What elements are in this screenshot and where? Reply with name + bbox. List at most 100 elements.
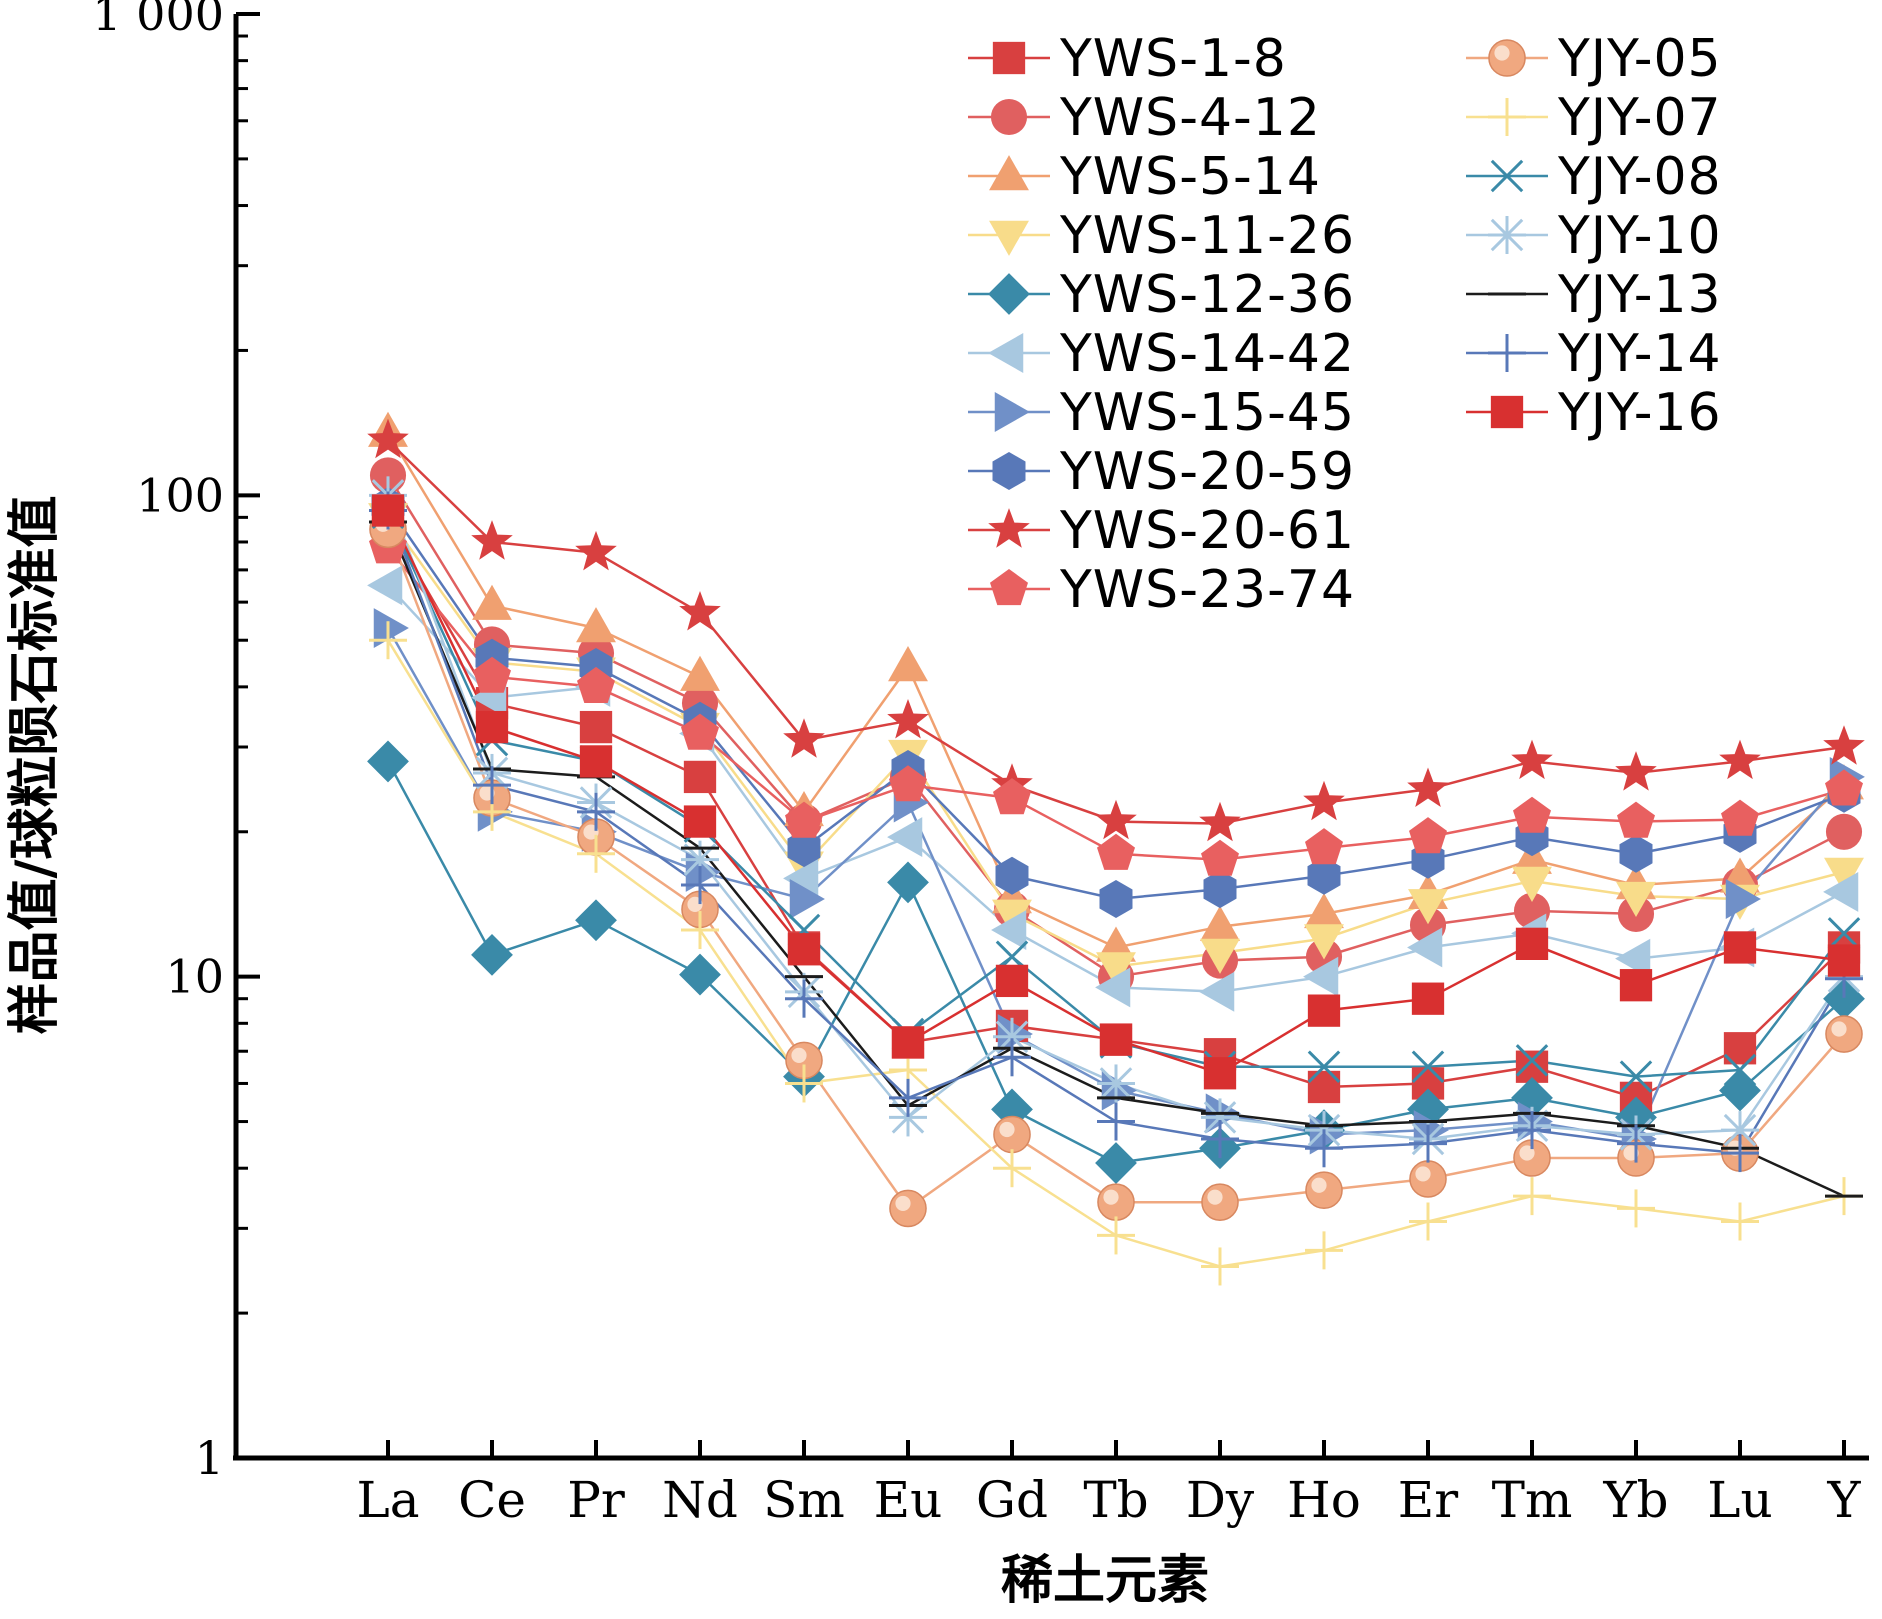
data-point [1101, 1070, 1137, 1111]
data-point [1097, 1183, 1135, 1221]
legend-label: YJY-13 [1557, 265, 1722, 325]
x-tick-label: Yb [1602, 1471, 1668, 1529]
legend-marker [992, 452, 1026, 490]
data-point [367, 740, 409, 783]
legend-label: YWS-20-59 [1059, 442, 1355, 502]
data-point [1409, 1160, 1447, 1198]
data-point [1305, 828, 1343, 865]
data-point [1097, 833, 1135, 870]
legend-marker [992, 41, 1026, 75]
legend-item: YJY-10 [1466, 206, 1721, 266]
y-axis-title: 样品值/球粒陨石标准值 [5, 496, 65, 1035]
data-point [1409, 817, 1447, 854]
data-point [889, 1078, 927, 1117]
legend-label: YJY-05 [1557, 29, 1722, 89]
data-point [473, 656, 511, 693]
data-point [1721, 1134, 1759, 1173]
data-point [783, 858, 819, 899]
x-tick-label: Pr [567, 1471, 625, 1529]
x-tick-label: Er [1398, 1471, 1458, 1529]
data-point [1099, 1023, 1133, 1056]
data-point [371, 494, 405, 527]
legend-item: YJY-13 [1466, 265, 1722, 325]
data-point [1617, 801, 1655, 838]
data-point [787, 933, 821, 966]
legend-item: YWS-1-8 [968, 29, 1286, 89]
legend-marker [1488, 334, 1526, 372]
data-point [471, 520, 513, 560]
data-point [683, 760, 717, 794]
data-point [991, 1088, 1033, 1131]
data-point [1200, 938, 1240, 974]
legend-item: YWS-20-61 [968, 501, 1355, 561]
data-point [579, 745, 613, 778]
data-point [1721, 1111, 1759, 1150]
legend-marker [1490, 159, 1524, 193]
data-point [1305, 1231, 1343, 1270]
legend-label: YWS-14-42 [1059, 324, 1355, 384]
data-point [889, 1189, 927, 1228]
legend-label: YWS-5-14 [1059, 147, 1321, 207]
legend-marker [989, 220, 1029, 256]
data-point [1199, 801, 1241, 842]
legend-marker [1488, 39, 1526, 77]
data-point [1615, 938, 1651, 979]
data-point [679, 591, 721, 631]
data-point [1825, 1015, 1863, 1053]
data-point [1513, 1139, 1551, 1177]
data-point [1823, 725, 1865, 765]
legend-marker [1488, 216, 1526, 254]
data-point [993, 1149, 1031, 1188]
legend-marker [990, 98, 1028, 136]
series-markers-yjy-07 [369, 621, 1863, 1286]
data-point [577, 666, 615, 703]
legend-marker [988, 273, 1030, 315]
legend-item: YWS-12-36 [968, 265, 1354, 325]
data-point [1619, 834, 1653, 873]
data-point [1304, 893, 1344, 929]
data-point [1407, 927, 1443, 968]
x-tick-label: Y [1826, 1471, 1861, 1529]
data-point [471, 933, 513, 976]
data-point [1725, 879, 1761, 919]
legend-label: YWS-15-45 [1059, 383, 1355, 443]
axes [233, 14, 1869, 1461]
data-point [1411, 1050, 1445, 1083]
data-point [1617, 1124, 1655, 1163]
data-point [991, 910, 1027, 950]
data-point [1619, 969, 1653, 1002]
legend-item: YWS-5-14 [968, 147, 1321, 207]
series-markers-yjy-05 [369, 510, 1863, 1228]
legend-label: YJY-08 [1557, 147, 1722, 207]
data-point [575, 530, 617, 571]
data-point [1409, 1202, 1447, 1241]
data-point [1305, 1129, 1343, 1168]
series-markers-yws-20-61 [367, 418, 1865, 842]
data-point [1617, 1189, 1655, 1228]
data-point [1408, 889, 1448, 925]
data-point [683, 805, 717, 838]
data-point [1407, 767, 1449, 807]
data-point [1095, 1142, 1137, 1184]
x-tick-label: Ho [1287, 1471, 1361, 1529]
data-point [787, 829, 821, 868]
data-point [1512, 866, 1552, 902]
x-tick-label: Gd [976, 1471, 1048, 1529]
data-point [1513, 1177, 1551, 1216]
data-point [993, 1038, 1031, 1077]
data-point [1723, 931, 1757, 964]
legend-label: YWS-20-61 [1059, 501, 1355, 561]
data-point [577, 792, 615, 831]
data-point [1825, 769, 1863, 806]
data-point [576, 607, 616, 643]
data-point [1719, 1069, 1761, 1112]
data-point [1827, 944, 1861, 977]
data-point [789, 879, 825, 919]
data-point [993, 1115, 1031, 1154]
legend-item: YJY-14 [1466, 324, 1721, 384]
data-point [1303, 780, 1345, 821]
legend: YWS-1-8YWS-4-12YWS-5-14YWS-11-26YWS-12-3… [968, 29, 1722, 620]
data-point [785, 979, 823, 1018]
data-point [1201, 1119, 1239, 1158]
data-point [680, 655, 720, 691]
